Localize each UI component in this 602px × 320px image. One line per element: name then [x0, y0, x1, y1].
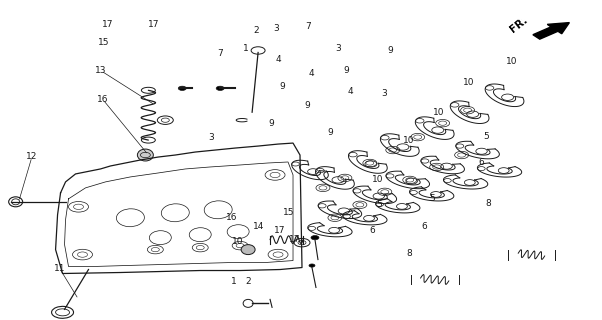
Text: 15: 15 [283, 208, 295, 217]
Text: 10: 10 [506, 57, 517, 66]
Text: 3: 3 [273, 24, 279, 33]
Ellipse shape [137, 149, 154, 161]
Text: 1: 1 [231, 276, 237, 285]
Text: 11: 11 [54, 264, 65, 273]
Text: 10: 10 [433, 108, 445, 117]
Text: 5: 5 [483, 132, 489, 140]
Ellipse shape [141, 87, 155, 93]
Text: 13: 13 [95, 66, 107, 75]
Text: 8: 8 [486, 199, 491, 208]
Text: FR.: FR. [507, 14, 529, 34]
Text: 6: 6 [421, 222, 427, 231]
Circle shape [178, 86, 186, 91]
Ellipse shape [243, 300, 253, 307]
Text: 8: 8 [406, 250, 412, 259]
Text: 3: 3 [208, 133, 214, 142]
Text: 9: 9 [387, 45, 393, 55]
Text: 5: 5 [429, 194, 435, 203]
Text: 7: 7 [217, 49, 223, 58]
Text: 17: 17 [275, 226, 286, 235]
Text: 3: 3 [335, 44, 341, 53]
Text: 5: 5 [376, 200, 382, 209]
Text: 9: 9 [268, 119, 274, 128]
Text: 9: 9 [304, 101, 310, 110]
Text: 10: 10 [403, 136, 415, 145]
Text: 6: 6 [369, 226, 375, 235]
Circle shape [157, 116, 173, 124]
Ellipse shape [241, 244, 255, 255]
Text: 4: 4 [347, 87, 353, 96]
Text: 12: 12 [26, 152, 37, 161]
Text: 4: 4 [309, 69, 315, 78]
Text: 17: 17 [102, 20, 113, 29]
Text: 17: 17 [289, 235, 301, 244]
Text: 1: 1 [243, 44, 249, 53]
Text: 3: 3 [381, 89, 386, 98]
Circle shape [311, 236, 319, 240]
Circle shape [294, 238, 310, 247]
Text: 9: 9 [279, 82, 285, 91]
Text: 2: 2 [246, 276, 251, 285]
Text: 10: 10 [232, 237, 244, 246]
Text: 2: 2 [253, 27, 259, 36]
Text: 10: 10 [372, 175, 383, 184]
Text: 9: 9 [327, 128, 333, 137]
Circle shape [216, 86, 224, 91]
FancyArrow shape [533, 23, 569, 39]
Text: 4: 4 [275, 55, 281, 64]
Circle shape [309, 264, 315, 267]
Text: 14: 14 [253, 222, 265, 231]
Text: 17: 17 [148, 20, 160, 29]
Text: 15: 15 [98, 38, 110, 47]
Text: 6: 6 [479, 158, 484, 167]
Text: 16: 16 [226, 213, 238, 222]
Text: 7: 7 [305, 22, 311, 31]
Text: 10: 10 [464, 78, 475, 87]
Text: 9: 9 [343, 66, 349, 75]
Ellipse shape [141, 137, 155, 143]
Text: 16: 16 [97, 95, 108, 104]
